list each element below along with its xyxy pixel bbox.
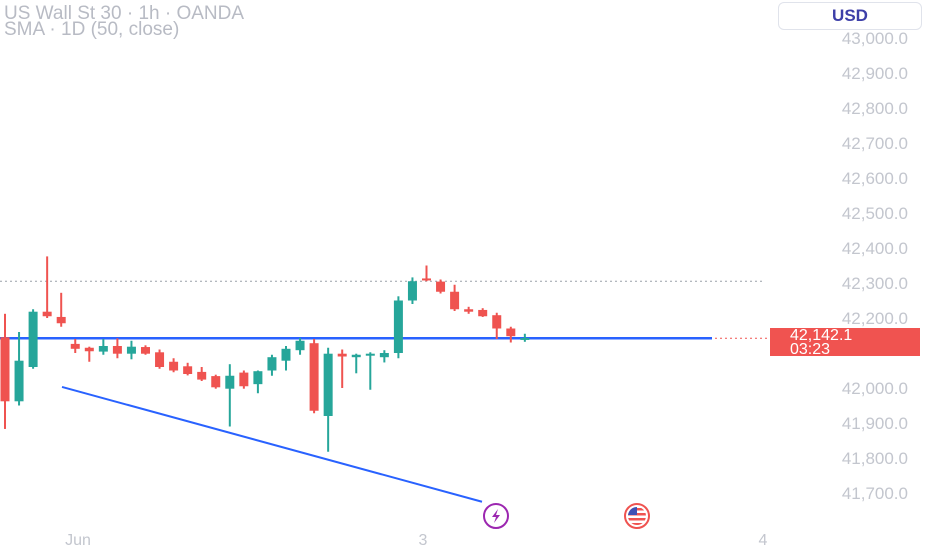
candle[interactable] [281,346,291,371]
current-price-value: 42,142.1 [790,327,853,344]
y-tick-label: 42,500.0 [842,204,908,223]
candle[interactable] [295,337,305,355]
x-tick-label: 4 [759,532,768,549]
candle[interactable] [478,308,488,317]
candle[interactable] [84,346,94,362]
x-axis-labels: Jun 3 4 [65,532,767,549]
current-price-tag: 42,142.1 03:23 [770,327,920,358]
indicator-title: SMA · 1D (50, close) [4,19,180,40]
candle[interactable] [436,279,446,294]
currency-button[interactable]: USD [778,2,922,30]
y-tick-label: 41,800.0 [842,449,908,468]
candle[interactable] [393,296,403,359]
y-axis-labels: 43,000.0 42,900.0 42,800.0 42,700.0 42,600.0… [842,29,908,503]
candle[interactable] [155,349,165,369]
candle[interactable] [28,309,38,369]
lightning-icon[interactable] [483,503,509,529]
symbol-title: US Wall St 30 · 1h · OANDA [4,3,245,24]
candle[interactable] [126,340,136,360]
candle[interactable] [112,338,122,359]
candle[interactable] [56,292,66,327]
candle[interactable] [98,339,108,355]
y-tick-label: 41,700.0 [842,484,908,503]
y-tick-label: 42,400.0 [842,239,908,258]
y-tick-label: 42,600.0 [842,169,908,188]
candle[interactable] [450,284,460,311]
candle[interactable] [309,339,319,414]
candle[interactable] [42,256,52,318]
candle[interactable] [70,339,80,353]
candle[interactable] [14,332,24,406]
candle[interactable] [239,370,249,389]
us-flag-icon[interactable] [624,503,650,529]
candle[interactable] [464,306,474,314]
candle[interactable] [365,352,375,390]
candle[interactable] [506,326,516,343]
candle[interactable] [379,350,389,363]
candle[interactable] [253,370,263,394]
candle[interactable] [422,265,431,282]
candle[interactable] [407,277,417,304]
candle[interactable] [169,358,179,373]
candle[interactable] [225,364,235,427]
y-tick-label: 42,900.0 [842,64,908,83]
x-tick-label: Jun [65,532,91,549]
candle[interactable] [267,354,277,376]
trend-line[interactable] [61,385,483,503]
x-tick-label: 3 [419,532,428,549]
candle[interactable] [197,367,207,381]
candle[interactable] [337,349,347,389]
y-tick-label: 42,700.0 [842,134,908,153]
candle[interactable] [211,374,221,389]
candles-group [0,256,530,452]
y-tick-label: 42,200.0 [842,309,908,328]
y-tick-label: 43,000.0 [842,29,908,48]
candle[interactable] [351,353,361,374]
y-tick-label: 42,800.0 [842,99,908,118]
candle[interactable] [492,312,502,339]
candle[interactable] [183,362,193,376]
y-tick-label: 42,000.0 [842,379,908,398]
y-tick-label: 42,300.0 [842,274,908,293]
candle[interactable] [520,333,530,342]
candle[interactable] [141,345,150,355]
bar-countdown: 03:23 [790,341,831,358]
y-tick-label: 41,900.0 [842,414,908,433]
candle[interactable] [323,347,333,452]
candle[interactable] [0,313,10,429]
